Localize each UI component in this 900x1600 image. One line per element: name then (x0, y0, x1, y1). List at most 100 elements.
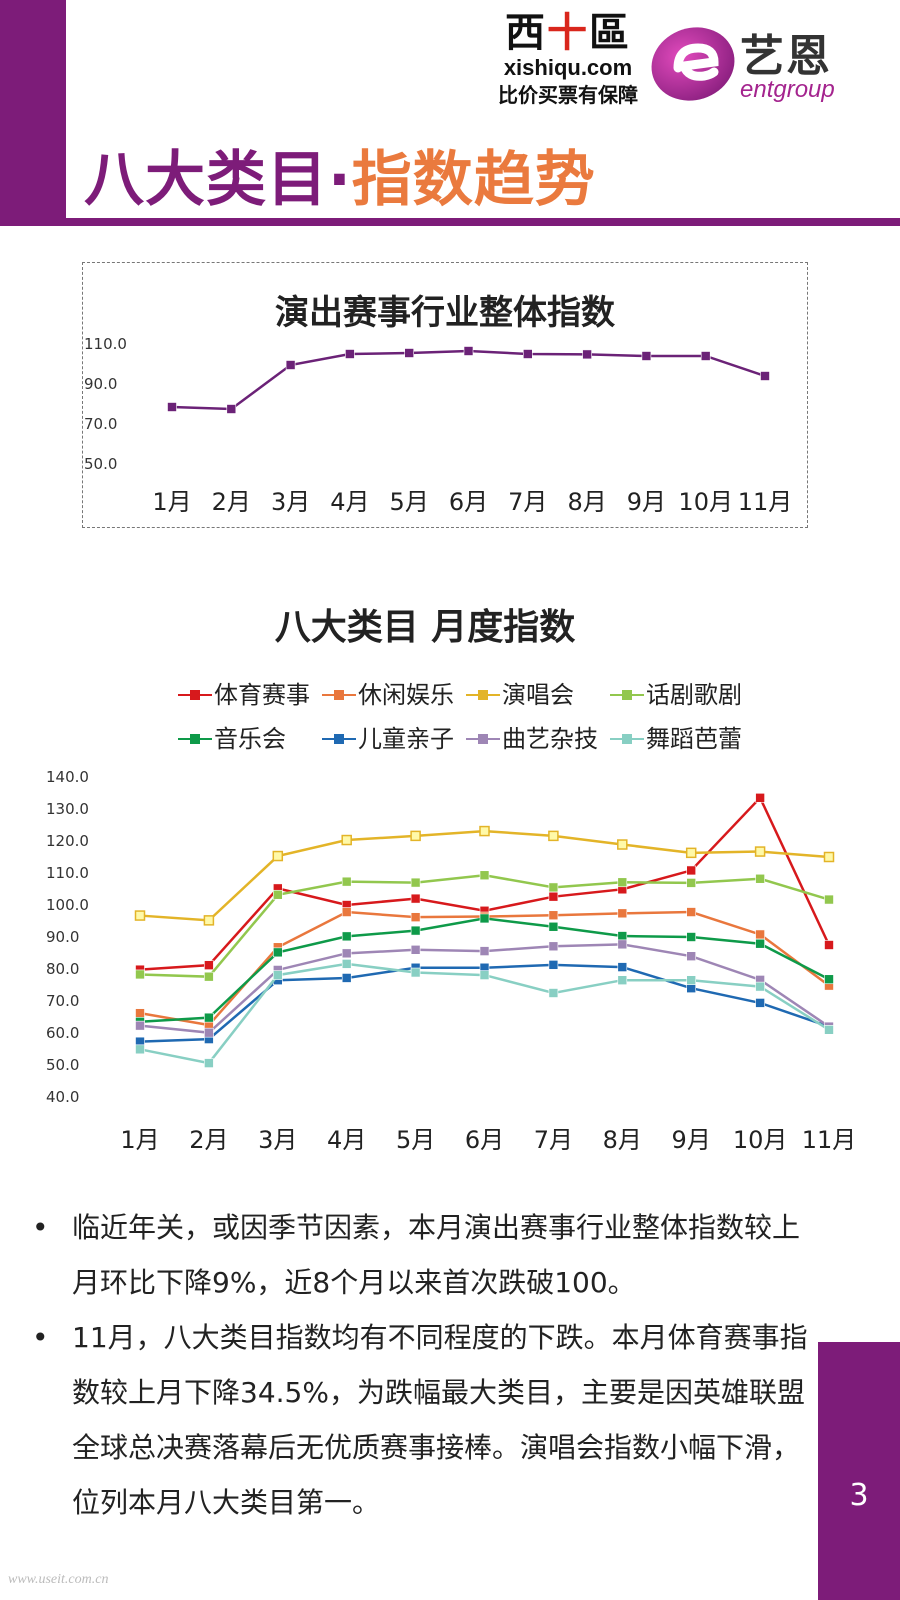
data-point (345, 349, 355, 359)
data-point (479, 870, 490, 881)
data-point-highlight (754, 846, 766, 857)
data-point (410, 925, 421, 936)
x-tick-label: 8月 (603, 1126, 642, 1154)
legend-swatch (610, 734, 644, 744)
data-point (410, 877, 421, 888)
x-tick-label: 10月 (678, 488, 733, 516)
entgroup-logo: 艺恩 entgroup (651, 20, 872, 110)
data-point (135, 969, 145, 980)
x-tick-label: 1月 (120, 1126, 159, 1154)
data-point (760, 371, 770, 381)
page-number: 3 (849, 1478, 869, 1513)
y-tick-label: 50.0 (84, 455, 117, 473)
data-point (204, 971, 214, 982)
page-number-box: 3 (818, 1342, 900, 1600)
legend-label: 休闲娱乐 (358, 681, 454, 709)
legend-swatch (466, 734, 500, 744)
y-tick-label: 100.0 (46, 896, 89, 914)
data-point (824, 940, 834, 950)
data-point (135, 1008, 145, 1018)
bullet-text: 临近年关，或因季节因素，本月演出赛事行业整体指数较上月环比下降9%，近8个月以来… (72, 1211, 801, 1299)
data-point-highlight (272, 850, 284, 862)
data-point (135, 1044, 145, 1055)
xishiqu-logo-name: 西十區 (505, 9, 631, 56)
y-tick-label: 130.0 (46, 800, 89, 818)
x-tick-label: 5月 (390, 488, 429, 516)
header-rule (66, 218, 900, 226)
data-point-highlight (134, 910, 146, 921)
x-tick-label: 9月 (672, 1126, 711, 1154)
x-tick-label: 5月 (396, 1126, 435, 1154)
legend-swatch (322, 690, 356, 700)
data-point (522, 349, 533, 359)
bullet-dot: • (32, 1321, 49, 1354)
data-point (410, 912, 421, 922)
data-point-highlight (823, 851, 835, 863)
y-tick-label: 110.0 (84, 335, 127, 353)
x-tick-label: 2月 (212, 488, 251, 516)
page-title: 八大类目·指数趋势 (84, 138, 596, 222)
watermark: www.useit.com.cn (8, 1572, 109, 1587)
legend-label: 音乐会 (214, 725, 286, 753)
legend-swatch (178, 690, 212, 700)
data-point (617, 908, 628, 919)
xishiqu-logo-slogan: 比价买票有保障 (498, 83, 638, 107)
data-point (548, 988, 559, 998)
data-point (755, 938, 765, 949)
data-point (617, 939, 628, 950)
x-tick-label: 4月 (327, 1126, 366, 1154)
x-tick-label: 11月 (802, 1126, 857, 1154)
x-tick-label: 10月 (733, 1126, 788, 1154)
legend-label: 曲艺杂技 (502, 725, 598, 753)
x-tick-label: 9月 (627, 488, 666, 516)
data-point (204, 1027, 214, 1038)
x-tick-label: 6月 (449, 488, 488, 516)
data-point (700, 351, 711, 361)
data-point (272, 970, 283, 980)
data-point (824, 974, 834, 985)
y-tick-label: 90.0 (46, 928, 79, 946)
x-tick-label: 4月 (330, 488, 369, 516)
bullet-text: 11月，八大类目指数均有不同程度的下跌。本月体育赛事指数较上月下降34.5%，为… (72, 1321, 808, 1519)
data-point (341, 948, 352, 959)
entgroup-logo-cn: 艺恩 (740, 31, 832, 82)
data-point-highlight (203, 915, 215, 926)
y-tick-label: 70.0 (84, 415, 117, 433)
legend-swatch (466, 690, 500, 700)
y-tick-label: 40.0 (46, 1088, 79, 1106)
data-point (686, 951, 697, 962)
xishiqu-logo: 西十區 xishiqu.com 比价买票有保障 (478, 10, 658, 110)
y-tick-label: 80.0 (46, 960, 79, 978)
data-point (686, 907, 697, 917)
x-tick-label: 7月 (534, 1126, 573, 1154)
category-index-chart: 140.0 130.0 120.0 110.0 100.0 90.0 80.0 70.0 60.… (46, 768, 857, 1154)
y-tick-label: 140.0 (46, 768, 89, 786)
bullet-dot: • (32, 1211, 49, 1244)
data-point (548, 891, 559, 902)
data-point (341, 907, 352, 917)
data-point (404, 348, 415, 358)
data-point (686, 878, 697, 888)
page-title-part1: 八大类目· (84, 145, 352, 215)
data-point (824, 894, 834, 905)
data-point (686, 983, 697, 994)
data-point (204, 1058, 214, 1068)
data-point (641, 351, 652, 361)
data-point (617, 975, 628, 986)
data-point-highlight (479, 825, 490, 837)
data-point (479, 946, 490, 956)
data-point (341, 876, 352, 887)
y-tick-label: 60.0 (46, 1024, 79, 1042)
x-tick-label: 3月 (258, 1126, 297, 1154)
data-point (479, 913, 490, 924)
data-point (226, 404, 237, 414)
data-point (548, 921, 559, 932)
data-point (341, 959, 352, 969)
xishiqu-logo-domain: xishiqu.com (503, 55, 633, 80)
y-tick-label: 70.0 (46, 992, 79, 1010)
overall-index-chart: 110.0 90.0 70.0 50.0 1月 2月 3月 4月 5月 6月 7月 8月 9月 10月 11… (84, 335, 792, 516)
data-point (755, 929, 765, 940)
data-point-highlight (685, 847, 697, 859)
data-point-highlight (410, 830, 421, 842)
x-tick-label: 1月 (152, 488, 191, 516)
